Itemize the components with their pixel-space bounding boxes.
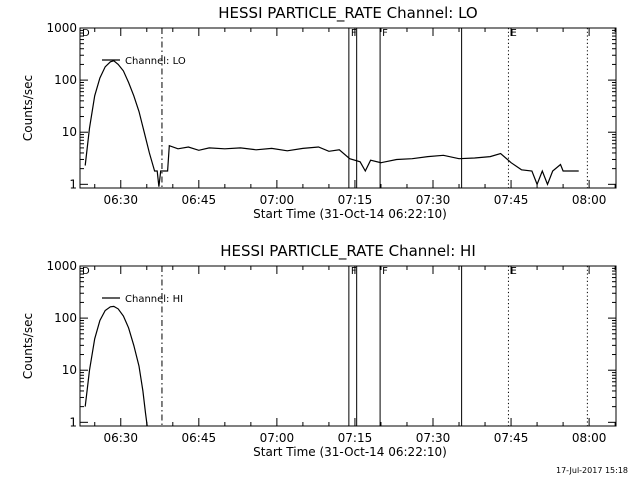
panel-1-x-tick-label: 07:45: [494, 193, 529, 207]
panel-2-x-tick-label: 07:15: [338, 431, 373, 445]
panel-1-y-tick-label: 100: [54, 73, 77, 87]
panel-2-event-marker-label: F: [382, 266, 388, 277]
panel-1-y-tick-label: 1: [69, 177, 77, 191]
panel-2-y-axis-label: Counts/sec: [21, 313, 35, 379]
panel-1-event-marker-label: F: [382, 28, 388, 39]
panel-2-x-tick-label: 07:45: [494, 431, 529, 445]
panel-1-event-marker-label: F: [351, 28, 357, 39]
panel-2-x-tick-label: 06:30: [103, 431, 138, 445]
panel-2-y-tick-label: 1000: [46, 259, 77, 273]
panel-2-event-marker-label: E: [510, 266, 516, 277]
panel-1-x-tick-label: 08:00: [572, 193, 607, 207]
panel-1-x-tick-label: 06:45: [182, 193, 217, 207]
panel-1-x-axis-label: Start Time (31-Oct-14 06:22:10): [253, 207, 447, 221]
panel-2-event-marker-label: D: [82, 266, 90, 277]
panel-2-y-tick-label: 100: [54, 311, 77, 325]
panel-1-plot-frame: [80, 28, 616, 188]
timestamp-stamp: 17-Jul-2017 15:18: [556, 466, 628, 475]
panel-1-x-tick-label: 06:30: [103, 193, 138, 207]
panel-2-title: HESSI PARTICLE_RATE Channel: HI: [220, 242, 476, 261]
panel-2-event-marker-label: F: [351, 266, 357, 277]
panel-1-x-tick-label: 07:15: [338, 193, 373, 207]
panel-1-y-tick-label: 10: [62, 125, 77, 139]
panel-1-event-marker-label: D: [82, 28, 90, 39]
panel-2-legend-label: Channel: HI: [125, 294, 183, 305]
panel-2-plot-frame: [80, 266, 616, 426]
panel-2-x-tick-label: 08:00: [572, 431, 607, 445]
panel-2-x-axis-label: Start Time (31-Oct-14 06:22:10): [253, 445, 447, 459]
panel-1-series-line: [85, 61, 579, 187]
panel-1-y-axis-label: Counts/sec: [21, 75, 35, 141]
panel-2-series-line: [85, 306, 147, 426]
panel-2-x-tick-label: 07:30: [416, 431, 451, 445]
panel-1-title: HESSI PARTICLE_RATE Channel: LO: [218, 4, 477, 23]
panel-2-x-tick-label: 06:45: [182, 431, 217, 445]
panel-2-y-tick-label: 1: [69, 415, 77, 429]
panel-1-x-tick-label: 07:00: [260, 193, 295, 207]
panel-1-y-tick-label: 1000: [46, 21, 77, 35]
panel-1-event-marker-label: E: [510, 28, 516, 39]
panel-2-y-tick-label: 10: [62, 363, 77, 377]
panel-1-legend-label: Channel: LO: [125, 56, 186, 67]
panel-2-x-tick-label: 07:00: [260, 431, 295, 445]
panel-1-x-tick-label: 07:30: [416, 193, 451, 207]
